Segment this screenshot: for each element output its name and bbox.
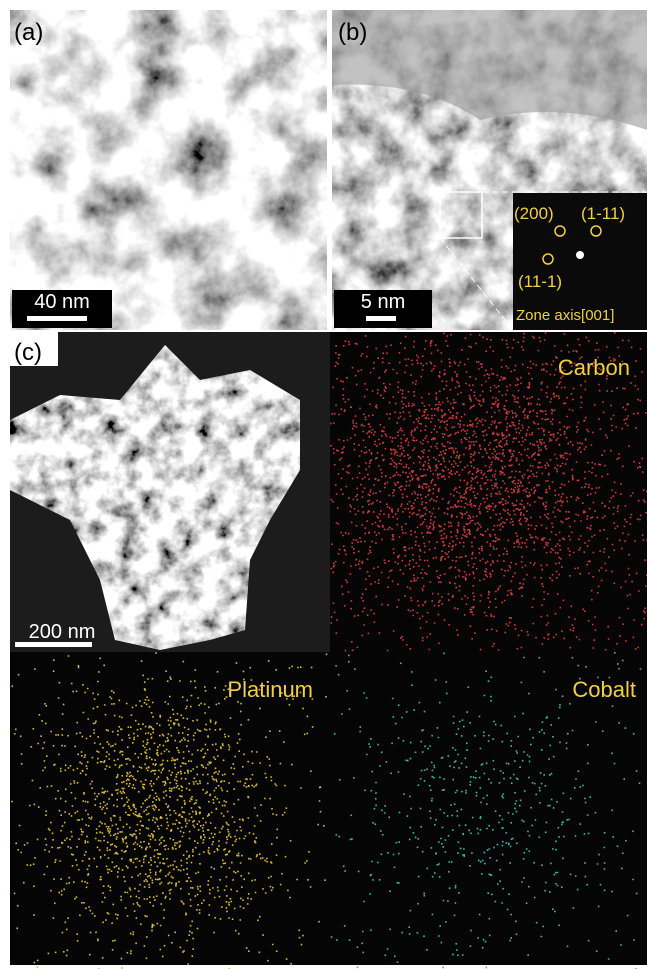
- fft-center: [576, 251, 584, 259]
- element-label: Platinum: [227, 677, 313, 702]
- scale-bar-text: 5 nm: [361, 291, 405, 313]
- scale-bar-text: 40 nm: [34, 291, 90, 313]
- spot-label: (200): [514, 204, 554, 223]
- spot-label: (11-1): [518, 272, 562, 291]
- tem-image: [10, 10, 327, 330]
- scale-bar: [366, 316, 396, 321]
- panel-c: (c) 200 nm Carbon Platinum Cobalt: [10, 332, 647, 969]
- element-label: Carbon: [558, 355, 630, 380]
- scale-bar-text: 200 nm: [29, 621, 96, 643]
- figure: (a) 40 nm (b) (200) (1-11) (11-1) Zone a…: [0, 0, 647, 969]
- panel-label: (a): [14, 19, 43, 46]
- page: {"panels": { "a": {"label": "(a)", "scal…: [0, 0, 647, 969]
- zone-axis: Zone axis[001]: [516, 307, 614, 324]
- panel-a: (a) 40 nm: [10, 10, 327, 330]
- scale-bar: [15, 642, 92, 647]
- panel-label: (c): [14, 339, 42, 366]
- panel-b: (b) (200) (1-11) (11-1) Zone axis[001] 5…: [332, 10, 647, 330]
- panel-label: (b): [338, 19, 367, 46]
- element-label: Cobalt: [572, 677, 636, 702]
- scale-bar: [27, 316, 87, 321]
- spot-label: (1-11): [581, 204, 625, 223]
